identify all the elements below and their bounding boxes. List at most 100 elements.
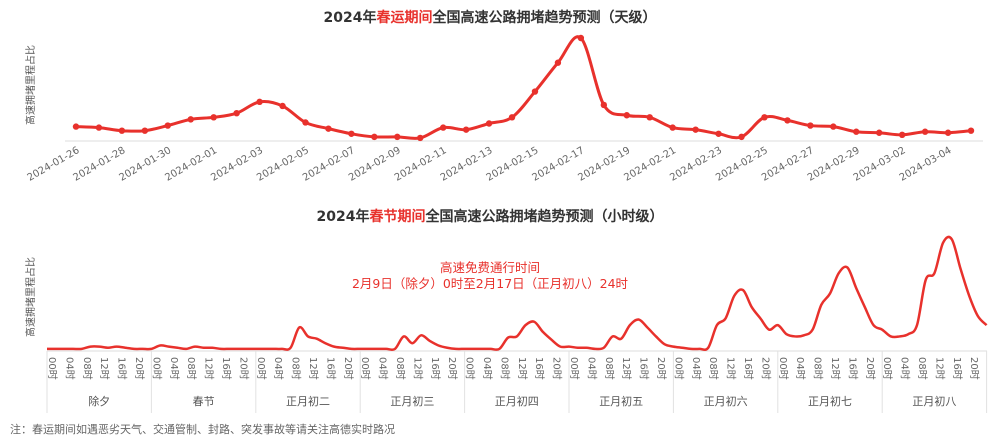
hour-tick-label: 20时: [446, 357, 458, 380]
hour-tick-label: 04时: [690, 357, 702, 380]
hour-tick-label: 16时: [429, 357, 441, 380]
daily-point-2024-02-05: [302, 119, 309, 126]
hour-tick-label: 00时: [672, 357, 684, 380]
hour-tick-label: 20时: [342, 357, 354, 380]
day-label: 正月初八: [912, 394, 956, 408]
hour-tick-label: 08时: [707, 357, 719, 380]
daily-point-2024-01-27: [95, 124, 103, 131]
hour-tick-label: 16时: [533, 357, 545, 380]
hour-tick-label: 20时: [759, 357, 771, 380]
annotation-period: 2月9日（除夕）0时至2月17日（正月初八）24时: [352, 276, 629, 291]
annotation-title: 高速免费通行时间: [440, 260, 540, 275]
hourly-chart: 2024年春节期间全国高速公路拥堵趋势预测（小时级） 高速拥堵里程占比 高速免费…: [24, 208, 988, 413]
daily-point-2024-02-23: [715, 130, 722, 137]
hour-tick-label: 12时: [203, 357, 215, 380]
hour-tick-label: 04时: [168, 357, 180, 380]
hour-tick-label: 04时: [272, 357, 284, 380]
hour-tick-label: 12时: [829, 357, 841, 380]
hour-tick-label: 08时: [498, 357, 510, 380]
daily-y-axis-label: 高速拥堵里程占比: [24, 45, 37, 125]
hour-tick-label: 00时: [777, 357, 789, 380]
hour-tick-label: 16时: [846, 357, 858, 380]
daily-point-2024-01-28: [118, 127, 126, 134]
hour-tick-label: 00时: [881, 357, 893, 380]
hour-tick-label: 08时: [394, 357, 406, 380]
daily-chart: 2024年春运期间全国高速公路拥堵趋势预测（天级） 高速拥堵里程占比 2024-…: [24, 9, 983, 184]
day-label: 正月初五: [599, 394, 643, 408]
daily-point-2024-02-07: [348, 130, 355, 137]
daily-point-2024-02-26: [784, 117, 791, 124]
daily-point-2024-02-03: [256, 98, 263, 106]
day-label: 除夕: [88, 394, 110, 408]
day-label: 正月初七: [808, 394, 852, 408]
hour-tick-label: 04时: [585, 357, 597, 380]
day-label: 正月初三: [390, 394, 434, 408]
daily-point-2024-02-06: [325, 125, 332, 132]
daily-point-2024-03-03: [921, 128, 929, 135]
hour-tick-label: 16时: [951, 357, 963, 380]
hour-tick-label: 12时: [620, 357, 632, 380]
daily-point-2024-03-01: [876, 129, 883, 136]
hour-tick-label: 16时: [324, 357, 336, 380]
hour-tick-label: 04时: [899, 357, 911, 380]
daily-point-2024-02-18: [600, 101, 608, 109]
daily-series-line: [75, 35, 972, 140]
daily-point-2024-01-26: [72, 123, 80, 130]
daily-point-2024-01-31: [187, 116, 194, 123]
hourly-series-line: [47, 235, 988, 352]
hour-tick-label: 00时: [46, 357, 58, 380]
day-label: 春节: [193, 395, 215, 408]
hour-tick-label: 08时: [916, 357, 928, 380]
daily-point-2024-02-25: [761, 114, 768, 121]
hour-tick-label: 20时: [237, 357, 249, 380]
daily-point-2024-02-09: [394, 133, 401, 141]
hour-tick-label: 04时: [481, 357, 493, 380]
hour-tick-label: 16时: [116, 357, 128, 380]
day-label: 正月初四: [495, 394, 539, 408]
hourly-chart-title: 2024年春节期间全国高速公路拥堵趋势预测（小时级）: [317, 208, 664, 225]
daily-point-2024-01-29: [141, 127, 149, 134]
hour-tick-label: 08时: [603, 357, 615, 380]
hour-tick-label: 12时: [933, 357, 945, 380]
hour-tick-label: 12时: [98, 357, 110, 380]
daily-x-tick-label: 2024-03-04: [898, 145, 954, 184]
hour-tick-label: 20时: [655, 357, 667, 380]
daily-point-2024-02-14: [508, 114, 516, 121]
daily-point-2024-02-27: [807, 122, 814, 129]
daily-point-2024-02-22: [692, 126, 699, 133]
daily-chart-title: 2024年春运期间全国高速公路拥堵趋势预测（天级）: [324, 9, 657, 26]
hourly-y-axis-label: 高速拥堵里程占比: [24, 257, 37, 337]
daily-point-2024-02-17: [577, 34, 585, 42]
hour-tick-label: 00时: [568, 357, 580, 380]
daily-point-2024-02-02: [233, 109, 240, 117]
daily-point-2024-02-24: [738, 133, 745, 141]
daily-point-2024-02-04: [279, 102, 286, 110]
hour-tick-label: 04时: [794, 357, 806, 380]
hour-tick-label: 00时: [464, 357, 476, 380]
hour-tick-label: 20时: [968, 357, 980, 380]
daily-point-2024-02-19: [623, 112, 630, 119]
hour-tick-label: 16时: [220, 357, 232, 380]
hour-tick-label: 20时: [864, 357, 876, 380]
hour-tick-label: 12时: [411, 357, 423, 380]
daily-point-2024-03-02: [898, 131, 906, 139]
hour-tick-label: 16时: [742, 357, 754, 380]
hour-tick-label: 16时: [638, 357, 650, 380]
daily-point-2024-02-29: [853, 128, 860, 135]
day-label: 正月初六: [704, 394, 748, 408]
daily-point-2024-02-01: [210, 114, 217, 121]
daily-point-2024-02-21: [669, 124, 676, 131]
hour-tick-label: 12时: [516, 357, 528, 380]
daily-point-2024-01-30: [164, 122, 171, 129]
daily-point-2024-02-13: [485, 120, 493, 127]
daily-point-2024-02-10: [417, 134, 424, 142]
hour-tick-label: 08时: [185, 357, 197, 380]
hour-tick-label: 08时: [290, 357, 302, 380]
hour-tick-label: 04时: [63, 357, 75, 380]
daily-point-2024-02-11: [439, 124, 447, 131]
daily-point-2024-02-20: [646, 114, 653, 121]
daily-point-2024-02-12: [462, 126, 470, 133]
hour-tick-label: 00时: [150, 357, 162, 380]
hour-tick-label: 20时: [551, 357, 563, 380]
